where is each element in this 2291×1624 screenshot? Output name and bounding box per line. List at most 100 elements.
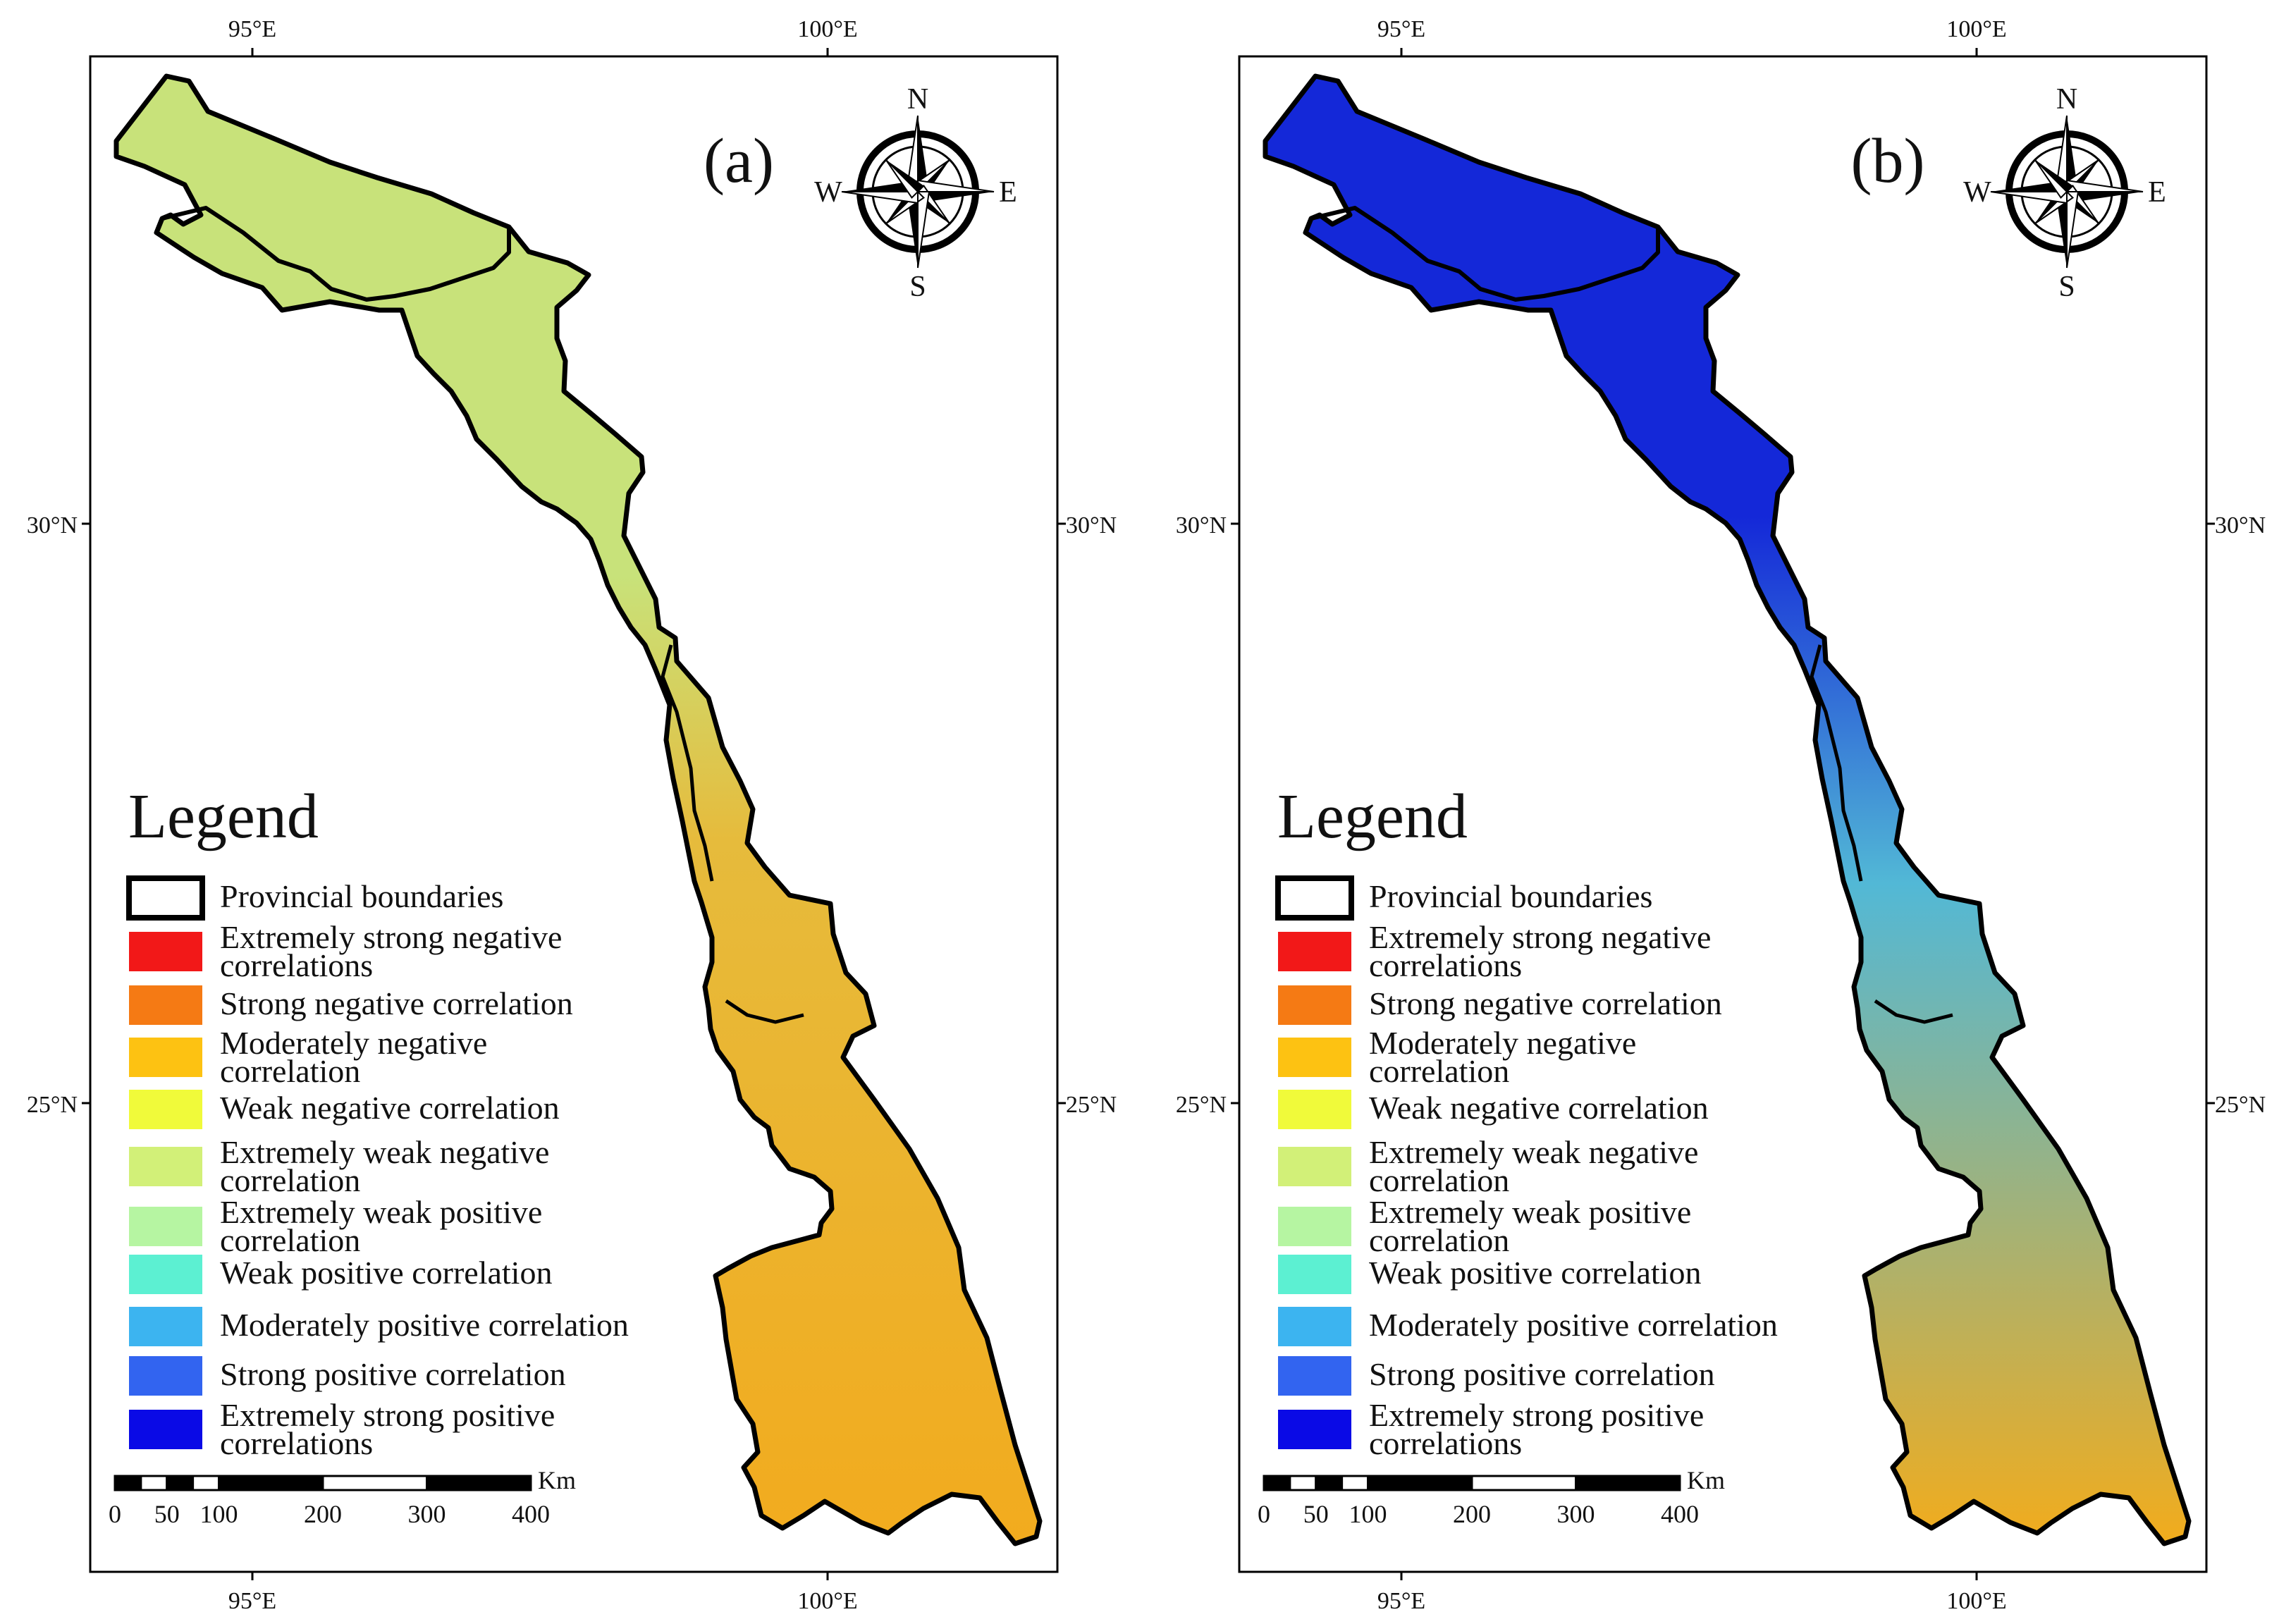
legend-item: Strong negative correlation: [129, 985, 573, 1025]
legend-item: Moderately positive correlation: [129, 1307, 629, 1346]
scale-tick-label: 0: [109, 1500, 121, 1528]
legend-item: Strong negative correlation: [1278, 985, 1722, 1025]
legend-label: Strong positive correlation: [220, 1356, 566, 1392]
legend-title: Legend: [128, 782, 319, 851]
legend-label: correlations: [1369, 947, 1522, 983]
legend-label: Extremely strong negative: [1369, 919, 1711, 955]
lat-label-right: 30°N: [1066, 512, 1117, 539]
provincial-boundary-line: [1310, 206, 1660, 302]
compass-s: S: [909, 271, 926, 303]
compass-e: E: [999, 176, 1017, 209]
compass-w: W: [1963, 176, 1991, 209]
legend-swatch: [129, 1147, 202, 1186]
lon-label-bottom: 100°E: [1946, 1588, 2006, 1614]
legend-swatch: [129, 1356, 202, 1396]
legend-item: Provincial boundaries: [126, 875, 503, 921]
legend-label: correlation: [220, 1222, 360, 1258]
scale-tick-label: 300: [408, 1500, 446, 1528]
scale-tick-label: 100: [200, 1500, 238, 1528]
scale-tick-label: 50: [154, 1500, 180, 1528]
legend-label: correlation: [220, 1053, 360, 1089]
lat-label-right: 30°N: [2215, 512, 2266, 539]
legend-swatch: [129, 1038, 202, 1077]
compass-n: N: [907, 83, 928, 116]
legend-label: Extremely weak negative: [220, 1134, 549, 1170]
legend-label: Extremely strong positive: [1369, 1397, 1704, 1433]
legend-item: Weak negative correlation: [129, 1090, 560, 1129]
legend-swatch: [1278, 1207, 1351, 1246]
legend-label: correlation: [220, 1162, 360, 1198]
legend-item: Strong positive correlation: [129, 1356, 566, 1396]
scale-tick-label: 200: [304, 1500, 342, 1528]
lon-label-top: 100°E: [797, 16, 857, 42]
map-panel-a: 95°E 100°E 95°E 100°E 30°N 25°N 30°N 25°N (a) N S W…: [27, 16, 1117, 1614]
legend-title: Legend: [1277, 782, 1468, 851]
legend-label: Provincial boundaries: [1369, 878, 1652, 914]
lon-label-bottom: 95°E: [1377, 1588, 1425, 1614]
legend-label: Moderately positive correlation: [220, 1307, 629, 1343]
legend-label: correlations: [220, 947, 373, 983]
lon-label-bottom: 95°E: [228, 1588, 276, 1614]
legend-swatch: [126, 875, 205, 921]
north-arrow-icon: [1990, 115, 2144, 269]
legend-label: Weak positive correlation: [220, 1255, 552, 1291]
lon-label-bottom: 100°E: [797, 1588, 857, 1614]
legend: Legend Provincial boundaries Extremely str…: [1275, 782, 1778, 1461]
legend-label: correlations: [1369, 1425, 1522, 1461]
lat-label-left: 25°N: [27, 1092, 78, 1118]
legend-swatch: [1278, 985, 1351, 1025]
legend-swatch: [129, 985, 202, 1025]
lon-label-top: 95°E: [1377, 16, 1425, 42]
legend-swatch: [1275, 875, 1354, 921]
provincial-boundary-line: [161, 206, 511, 302]
legend-swatch: [1278, 1090, 1351, 1129]
legend-swatch: [129, 1307, 202, 1346]
legend-label: Extremely weak positive: [220, 1194, 542, 1230]
legend-swatch: [129, 1090, 202, 1129]
compass-n: N: [2056, 83, 2077, 116]
legend-item: Weak negative correlation: [1278, 1090, 1709, 1129]
north-arrow-icon: [841, 115, 995, 269]
legend-item: Weak positive correlation: [1278, 1255, 1701, 1294]
legend-label: Extremely weak negative: [1369, 1134, 1698, 1170]
compass-w: W: [814, 176, 842, 209]
legend-item: Strong positive correlation: [1278, 1356, 1715, 1396]
legend-swatch: [1278, 1307, 1351, 1346]
legend-label: Extremely strong positive: [220, 1397, 555, 1433]
legend-swatch: [1278, 932, 1351, 971]
scale-unit: Km: [1687, 1466, 1725, 1494]
scale-bar: Km 0 50 100 200 300 400: [109, 1466, 576, 1528]
lat-label-left: 25°N: [1176, 1092, 1227, 1118]
scale-tick-label: 50: [1303, 1500, 1329, 1528]
legend-swatch: [129, 932, 202, 971]
lat-label-right: 25°N: [1066, 1092, 1117, 1118]
compass-e: E: [2148, 176, 2166, 209]
scale-tick-label: 400: [512, 1500, 550, 1528]
legend-label: Provincial boundaries: [220, 878, 503, 914]
legend-label: Moderately negative: [220, 1025, 487, 1061]
provincial-boundary-line: [1810, 644, 1863, 882]
legend-label: Extremely strong negative: [220, 919, 562, 955]
lon-label-top: 100°E: [1946, 16, 2006, 42]
legend-label: correlation: [1369, 1162, 1509, 1198]
map-panel-b: 95°E 100°E 95°E 100°E 30°N 25°N 30°N 25°N (b) N S W…: [1176, 16, 2266, 1614]
provincial-boundary-line: [1874, 999, 1953, 1024]
legend-label: Strong negative correlation: [220, 985, 573, 1021]
scale-tick-label: 400: [1661, 1500, 1699, 1528]
legend-swatch: [1278, 1356, 1351, 1396]
scale-unit: Km: [538, 1466, 576, 1494]
legend-label: Weak positive correlation: [1369, 1255, 1701, 1291]
legend-item: Moderately positive correlation: [1278, 1307, 1778, 1346]
lat-label-right: 25°N: [2215, 1092, 2266, 1118]
legend-swatch: [129, 1410, 202, 1449]
legend-label: Strong negative correlation: [1369, 985, 1722, 1021]
